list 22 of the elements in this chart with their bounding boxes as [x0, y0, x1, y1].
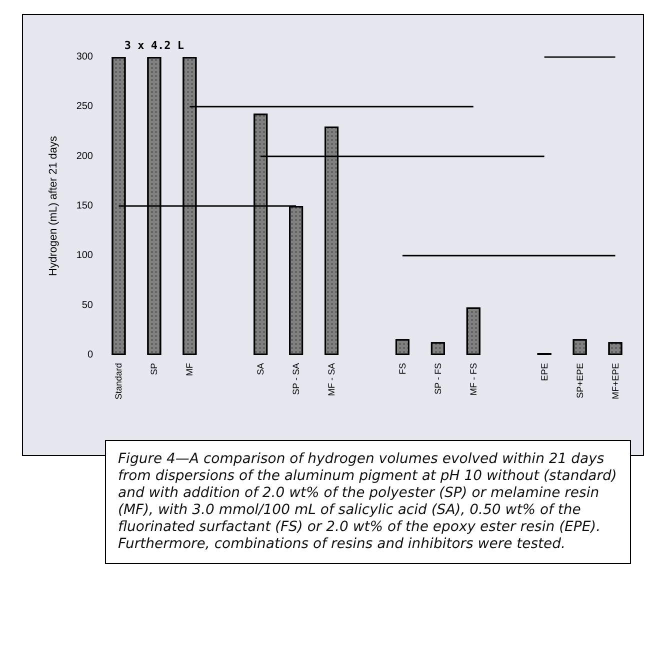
annotation: 3 x 4.2 L: [124, 39, 184, 52]
x-tick-label: MF - FS: [468, 363, 478, 396]
x-tick-label: MF+EPE: [610, 363, 620, 400]
x-tick-label: SP+EPE: [574, 363, 585, 398]
y-tick-label: 0: [87, 350, 94, 360]
x-tick-label: SP - FS: [432, 363, 443, 394]
x-tick-label: SP - SA: [291, 363, 302, 395]
y-axis-title: Hydrogen (mL) after 21 days: [48, 136, 60, 276]
x-tick-label: SA: [256, 363, 266, 376]
x-tick-label: FS: [397, 363, 408, 375]
x-tick-label: MF: [184, 362, 195, 376]
y-tick-label: 300: [76, 52, 94, 62]
y-tick-label: 50: [82, 300, 94, 311]
caption: Figure 4—A comparison of hydrogen volumes evolved within 21 days from dispersions of the aluminum pigment at pH 10 without (standard) and with addition of 2.0 wt% of the polyester (SP) or melamine resin (MF), with 3.0 mmol/100 mL of salicylic acid (SA), 0.50 wt% of the fluorinated surfactant (FS) or 2.0 wt% of the epoxy ester resin (EPE). Furthermore, combinations of resins and inhibitors were tested.: [105, 440, 631, 564]
y-tick-label: 250: [76, 101, 94, 112]
x-tick-label: EPE: [539, 363, 550, 382]
y-tick-label: 150: [76, 200, 94, 212]
x-tick-label: Standard: [114, 363, 124, 400]
y-tick-label: 200: [76, 150, 94, 162]
y-tick-label: 100: [76, 250, 94, 262]
x-tick-label: MF - SA: [326, 363, 337, 396]
x-tick-label: SP: [149, 363, 160, 376]
